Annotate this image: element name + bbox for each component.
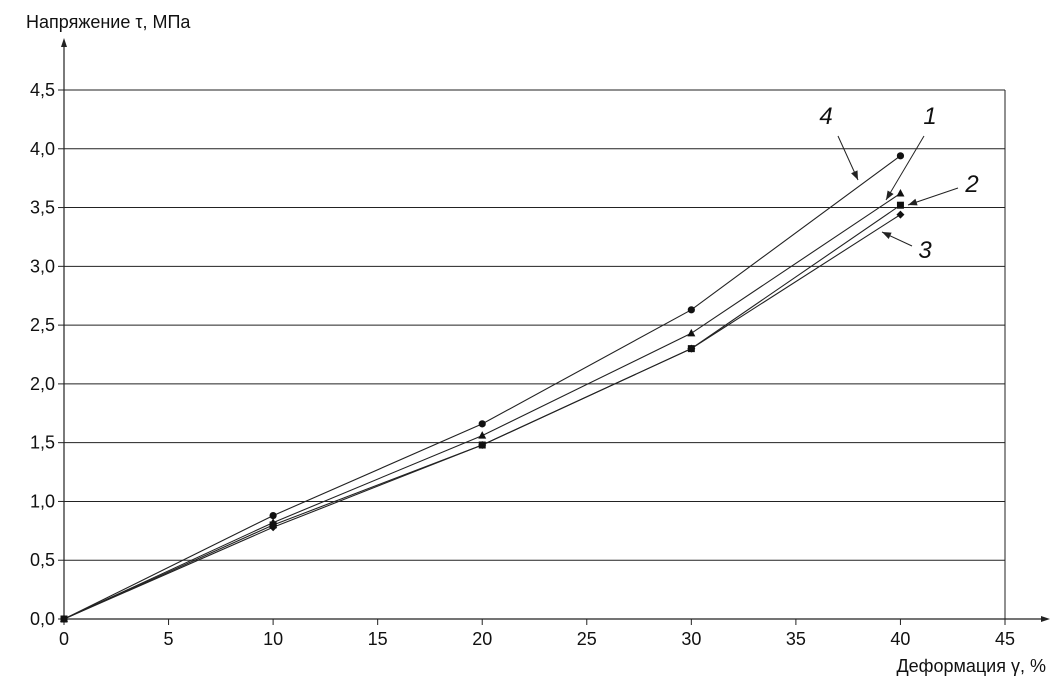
- curve-label-4: 4: [819, 103, 832, 130]
- x-tick-label: 10: [263, 629, 283, 649]
- series-markers: [60, 152, 904, 623]
- marker-series-2: [897, 202, 904, 209]
- curve-label-2: 2: [964, 171, 978, 198]
- y-tick-label: 4,0: [30, 139, 55, 159]
- leader-arrow-4: [851, 170, 858, 180]
- x-axis-arrow: [1041, 616, 1050, 622]
- series-line-4: [64, 156, 900, 619]
- x-tick-label: 20: [472, 629, 492, 649]
- marker-series-1: [478, 431, 486, 439]
- y-tick-label: 4,5: [30, 80, 55, 100]
- y-tick-label: 0,0: [30, 609, 55, 629]
- series-line-1: [64, 193, 900, 619]
- x-tick-label: 35: [786, 629, 806, 649]
- y-tick-label: 1,0: [30, 491, 55, 511]
- y-tick-label: 2,0: [30, 374, 55, 394]
- curve-labels: 1 2 3 4: [819, 103, 978, 264]
- y-tick-label: 3,0: [30, 256, 55, 276]
- tick-labels: 0,0 0,5 1,0 1,5 2,0 2,5 3,0 3,5 4,0 4,5 0 5 10 15 20 25…: [30, 80, 1015, 649]
- x-tick-label: 40: [890, 629, 910, 649]
- marker-series-4: [897, 152, 904, 159]
- leader-arrow-2: [908, 199, 918, 206]
- series-line-3: [64, 215, 900, 619]
- x-tick-label: 25: [577, 629, 597, 649]
- marker-series-4: [60, 615, 67, 622]
- series-lines: [64, 156, 900, 619]
- x-tick-label: 45: [995, 629, 1015, 649]
- axes: [58, 38, 1050, 625]
- curve-label-3: 3: [918, 237, 932, 264]
- curve-label-1: 1: [923, 103, 936, 130]
- marker-series-4: [270, 512, 277, 519]
- marker-series-3: [896, 211, 904, 219]
- marker-series-1: [687, 329, 695, 337]
- x-tick-label: 30: [681, 629, 701, 649]
- marker-series-4: [479, 420, 486, 427]
- y-tick-label: 3,5: [30, 198, 55, 218]
- y-tick-label: 0,5: [30, 550, 55, 570]
- y-tick-label: 2,5: [30, 315, 55, 335]
- marker-series-4: [688, 306, 695, 313]
- gridlines: [64, 90, 1005, 619]
- y-axis-arrow: [61, 38, 67, 47]
- x-tick-label: 15: [368, 629, 388, 649]
- y-tick-label: 1,5: [30, 433, 55, 453]
- leader-line-1: [886, 136, 924, 200]
- x-tick-label: 5: [164, 629, 174, 649]
- leader-arrow-3: [882, 232, 892, 239]
- marker-series-1: [896, 189, 904, 197]
- x-tick-label: 0: [59, 629, 69, 649]
